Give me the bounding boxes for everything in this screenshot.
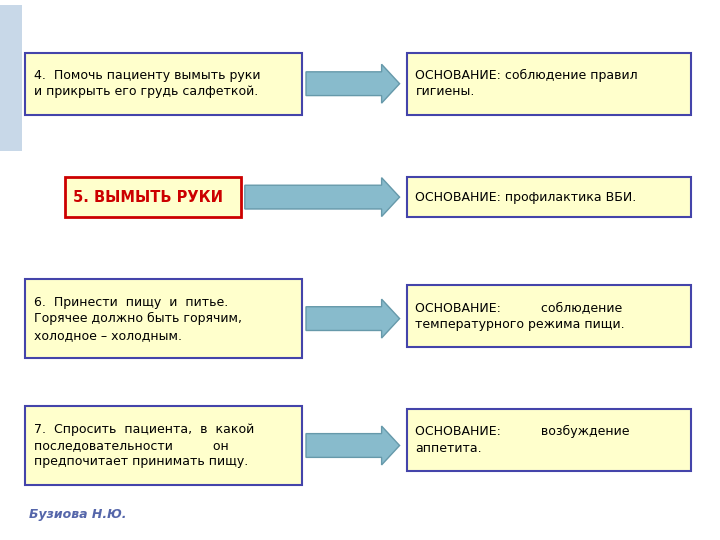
Text: 6.  Принести  пищу  и  питье.
Горячее должно быть горячим,
холодное – холодным.: 6. Принести пищу и питье. Горячее должно… (34, 295, 242, 342)
FancyBboxPatch shape (0, 5, 22, 151)
Text: ОСНОВАНИЕ:          возбуждение
аппетита.: ОСНОВАНИЕ: возбуждение аппетита. (415, 426, 630, 455)
Text: Бузиова Н.Ю.: Бузиова Н.Ю. (29, 508, 126, 522)
FancyBboxPatch shape (407, 53, 691, 115)
Polygon shape (245, 178, 400, 217)
FancyBboxPatch shape (25, 53, 302, 115)
FancyBboxPatch shape (407, 177, 691, 217)
Polygon shape (306, 64, 400, 103)
FancyBboxPatch shape (25, 280, 302, 358)
Text: 4.  Помочь пациенту вымыть руки
и прикрыть его грудь салфеткой.: 4. Помочь пациенту вымыть руки и прикрыт… (34, 69, 261, 98)
Text: ОСНОВАНИЕ: профилактика ВБИ.: ОСНОВАНИЕ: профилактика ВБИ. (415, 191, 636, 204)
Text: 5. ВЫМЫТЬ РУКИ: 5. ВЫМЫТЬ РУКИ (73, 190, 223, 205)
FancyBboxPatch shape (407, 285, 691, 347)
FancyBboxPatch shape (25, 406, 302, 485)
Text: ОСНОВАНИЕ: соблюдение правил
гигиены.: ОСНОВАНИЕ: соблюдение правил гигиены. (415, 69, 638, 98)
FancyBboxPatch shape (65, 177, 241, 217)
Polygon shape (306, 426, 400, 465)
Text: 7.  Спросить  пациента,  в  какой
последовательности          он
предпочитает пр: 7. Спросить пациента, в какой последоват… (34, 422, 254, 469)
FancyBboxPatch shape (407, 409, 691, 471)
Text: ОСНОВАНИЕ:          соблюдение
температурного режима пищи.: ОСНОВАНИЕ: соблюдение температурного реж… (415, 301, 625, 330)
Polygon shape (306, 299, 400, 338)
